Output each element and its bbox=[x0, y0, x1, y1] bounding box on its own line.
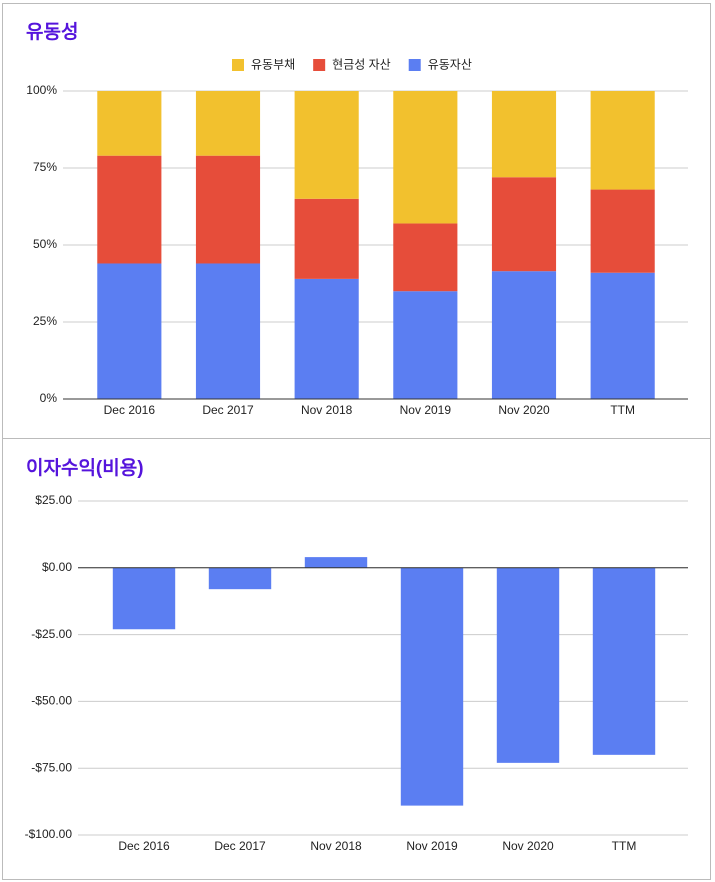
x-tick-label: Nov 2020 bbox=[498, 403, 550, 417]
y-tick-label: -$50.00 bbox=[31, 694, 72, 708]
bar bbox=[208, 567, 272, 590]
bar-segment bbox=[491, 177, 557, 272]
x-tick-label: Dec 2017 bbox=[214, 839, 266, 853]
legend-swatch bbox=[232, 59, 244, 71]
bar-segment bbox=[294, 278, 359, 399]
bar-segment bbox=[195, 263, 261, 399]
chart-title: 이자수익(비용) bbox=[26, 457, 144, 479]
x-tick-label: TTM bbox=[612, 839, 637, 853]
y-tick-label: -$25.00 bbox=[31, 627, 72, 641]
x-tick-label: Dec 2017 bbox=[202, 403, 254, 417]
y-tick-label: 100% bbox=[26, 83, 57, 97]
bar-segment bbox=[393, 91, 458, 224]
bar-segment bbox=[590, 91, 655, 190]
legend-label: 유동자산 bbox=[428, 58, 472, 72]
x-tick-label: Dec 2016 bbox=[104, 403, 156, 417]
bar bbox=[592, 567, 656, 755]
bar bbox=[304, 557, 368, 568]
bar-segment bbox=[97, 263, 162, 399]
legend-swatch bbox=[408, 59, 421, 71]
bar-segment bbox=[590, 189, 655, 273]
bar-segment bbox=[491, 91, 557, 178]
bar-segment bbox=[590, 272, 655, 399]
legend-label: 현금성 자산 bbox=[332, 58, 391, 72]
panel-2 bbox=[2, 438, 711, 880]
bar bbox=[496, 567, 560, 763]
bar-segment bbox=[294, 91, 359, 199]
bar bbox=[400, 567, 464, 806]
x-tick-label: Nov 2018 bbox=[310, 839, 362, 853]
bar-segment bbox=[294, 198, 359, 279]
bar bbox=[112, 567, 176, 630]
y-tick-label: 25% bbox=[33, 314, 57, 328]
y-tick-label: 0% bbox=[40, 391, 58, 405]
legend-label: 유동부채 bbox=[251, 58, 295, 72]
x-tick-label: Nov 2018 bbox=[301, 403, 353, 417]
x-tick-label: Nov 2019 bbox=[400, 403, 452, 417]
bar-segment bbox=[393, 291, 458, 399]
x-tick-label: Nov 2020 bbox=[502, 839, 554, 853]
bar-segment bbox=[195, 155, 261, 264]
x-tick-label: TTM bbox=[610, 403, 635, 417]
legend-swatch bbox=[313, 59, 326, 71]
chart-title: 유동성 bbox=[26, 21, 78, 43]
bar-segment bbox=[491, 271, 557, 399]
y-tick-label: -$100.00 bbox=[25, 827, 73, 841]
bar-segment bbox=[97, 91, 162, 156]
y-tick-label: $0.00 bbox=[42, 560, 72, 574]
x-tick-label: Nov 2019 bbox=[406, 839, 458, 853]
y-tick-label: 50% bbox=[33, 237, 57, 251]
y-tick-label: 75% bbox=[33, 160, 57, 174]
y-tick-label: -$75.00 bbox=[31, 760, 72, 774]
y-tick-label: $25.00 bbox=[35, 493, 72, 507]
x-tick-label: Dec 2016 bbox=[118, 839, 170, 853]
bar-segment bbox=[195, 91, 261, 156]
bar-segment bbox=[393, 223, 458, 292]
bar-segment bbox=[97, 155, 162, 264]
